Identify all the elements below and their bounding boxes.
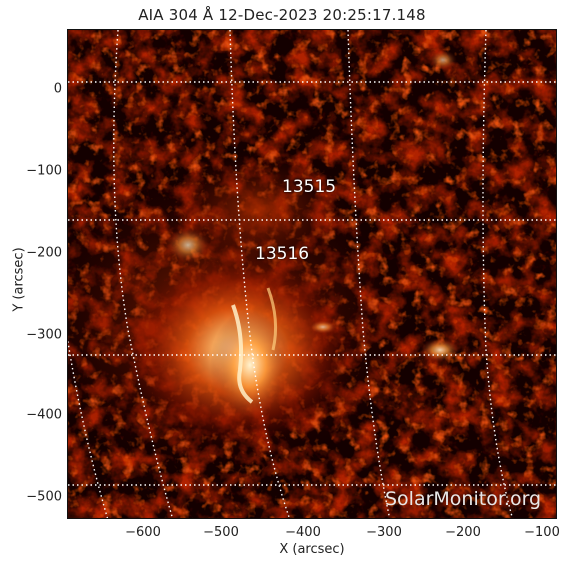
x-axis-title: X (arcsec) (279, 542, 345, 557)
grid-longitude-line (482, 30, 514, 518)
y-tick-label: 0 (53, 81, 62, 97)
x-tick-label: −300 (366, 525, 402, 540)
watermark: SolarMonitor.org (385, 488, 542, 510)
x-tick-label: −600 (125, 525, 161, 540)
grid-longitude-line (347, 30, 391, 518)
region-label-13515: 13515 (282, 177, 337, 197)
region-label-13516: 13516 (255, 244, 310, 264)
y-tick-label: −100 (26, 163, 62, 179)
x-tick-label: −200 (445, 525, 481, 540)
x-tick-label: −100 (524, 525, 560, 540)
grid-longitude-line (113, 30, 174, 518)
y-axis-title: Y (arcsec) (11, 247, 27, 312)
y-tick-label: −500 (26, 489, 62, 505)
y-tick-label: −200 (26, 245, 62, 261)
y-tick-label: −300 (26, 327, 62, 343)
solar-image (68, 30, 556, 518)
image-title: AIA 304 Å 12-Dec-2023 20:25:17.148 (138, 6, 426, 24)
solar-image-frame (67, 29, 557, 519)
coordinate-grid (68, 30, 556, 518)
y-tick-label: −400 (26, 407, 62, 423)
x-tick-label: −400 (285, 525, 321, 540)
x-tick-label: −500 (203, 525, 239, 540)
grid-longitude-line (229, 30, 291, 518)
